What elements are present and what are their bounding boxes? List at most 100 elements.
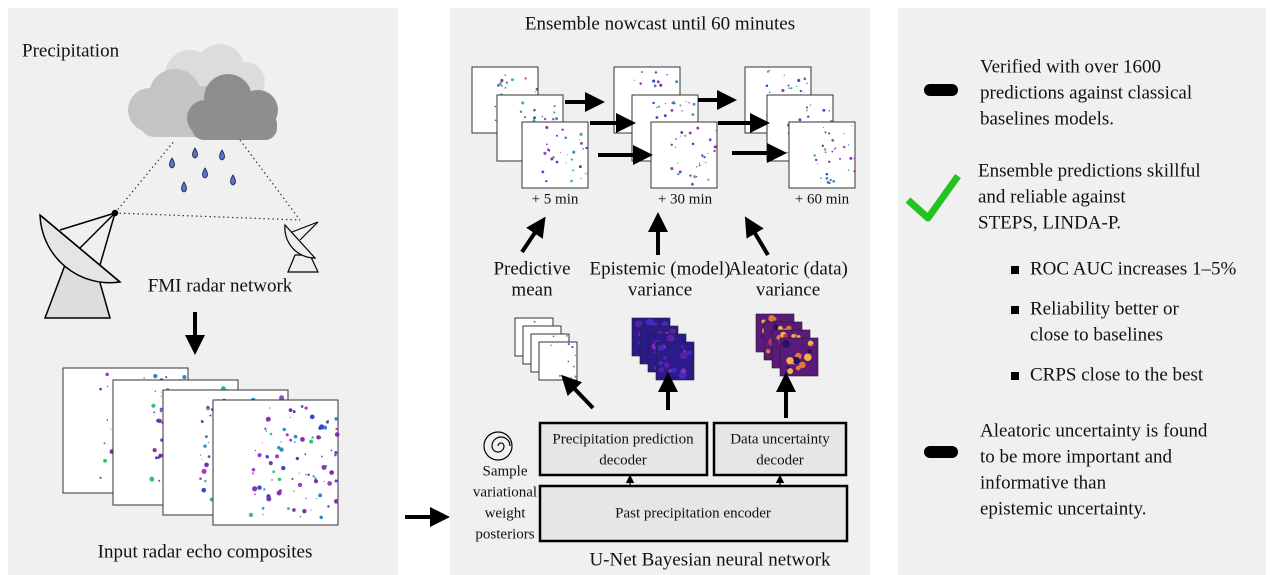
echo: [323, 480, 325, 482]
echo: [552, 335, 555, 338]
texture: [686, 350, 692, 356]
echo: [701, 154, 704, 157]
bullet-text: CRPS close to the best: [1030, 364, 1204, 385]
echo: [708, 138, 712, 142]
echo: [673, 100, 675, 103]
echo: [765, 84, 769, 88]
bullet: [1011, 306, 1019, 314]
echo: [207, 441, 209, 444]
echo: [327, 505, 330, 508]
echo: [653, 84, 657, 88]
echo: [533, 320, 536, 323]
echo: [160, 395, 162, 397]
result-text: Ensemble predictions skillful: [978, 160, 1201, 181]
texture: [666, 334, 675, 343]
echo: [688, 131, 692, 135]
echo: [685, 100, 687, 102]
echo: [504, 74, 507, 76]
result-text: Aleatoric uncertainty is found: [980, 420, 1208, 441]
title: Ensemble nowcast until 60 minutes: [525, 13, 795, 34]
echo: [204, 435, 208, 439]
output-label: variance: [628, 279, 692, 300]
echo: [828, 182, 831, 184]
echo: [548, 149, 551, 152]
echo: [207, 455, 211, 458]
echo: [798, 118, 802, 122]
texture: [803, 353, 812, 362]
texture: [669, 328, 676, 335]
echo: [572, 150, 576, 154]
echo: [698, 164, 701, 167]
echo: [708, 179, 710, 182]
echo: [831, 150, 834, 153]
echo: [692, 102, 696, 106]
echo: [300, 405, 304, 408]
lead-time: + 30 min: [658, 191, 713, 207]
echo: [564, 136, 568, 140]
echo: [159, 409, 163, 413]
echo: [707, 178, 709, 181]
echo: [816, 163, 818, 165]
echo: [715, 130, 717, 132]
echo: [269, 432, 273, 436]
echo: [567, 360, 570, 363]
radar-label: FMI radar network: [148, 275, 293, 296]
echo: [688, 102, 690, 104]
texture: [799, 361, 806, 369]
texture: [680, 345, 684, 349]
echo: [165, 376, 168, 379]
echo: [335, 427, 338, 431]
echo: [295, 456, 300, 461]
echo: [834, 147, 837, 150]
echo: [810, 104, 812, 106]
echo: [693, 175, 697, 179]
echo: [154, 456, 158, 460]
echo: [639, 82, 642, 85]
echo: [586, 172, 588, 174]
echo: [824, 131, 827, 134]
echo: [494, 119, 497, 122]
echo: [334, 453, 337, 457]
echo: [565, 334, 568, 337]
echo: [713, 149, 716, 153]
echo: [786, 151, 788, 154]
echo: [252, 486, 258, 492]
output-label: mean: [511, 279, 553, 300]
echo: [572, 169, 575, 172]
echo: [325, 420, 329, 424]
echo: [829, 178, 832, 182]
echo: [532, 119, 536, 123]
echo: [257, 485, 262, 490]
echo: [206, 405, 210, 409]
radar-image: [212, 399, 339, 526]
texture: [795, 365, 801, 371]
echo: [500, 85, 503, 87]
echo: [289, 438, 293, 442]
echo: [679, 135, 681, 137]
echo: [824, 151, 827, 153]
echo: [652, 101, 655, 105]
echo: [203, 444, 207, 448]
echo: [305, 497, 307, 500]
echo: [275, 454, 279, 459]
echo: [677, 172, 680, 176]
echo: [555, 134, 559, 137]
texture: [792, 356, 800, 365]
texture: [658, 367, 665, 373]
echo: [543, 151, 547, 155]
radar-image: [521, 121, 589, 189]
echo: [199, 477, 202, 480]
echo: [799, 89, 802, 93]
echo: [766, 70, 769, 73]
block-label: Precipitation prediction: [552, 431, 694, 447]
echo: [265, 455, 269, 459]
echo: [316, 497, 318, 500]
echo: [558, 374, 561, 377]
echo: [796, 85, 798, 87]
echo: [262, 513, 264, 516]
texture: [794, 333, 797, 337]
echo: [813, 154, 816, 157]
caption: U-Net Bayesian neural network: [589, 549, 831, 570]
panel-results: [898, 8, 1266, 575]
echo: [652, 79, 656, 83]
